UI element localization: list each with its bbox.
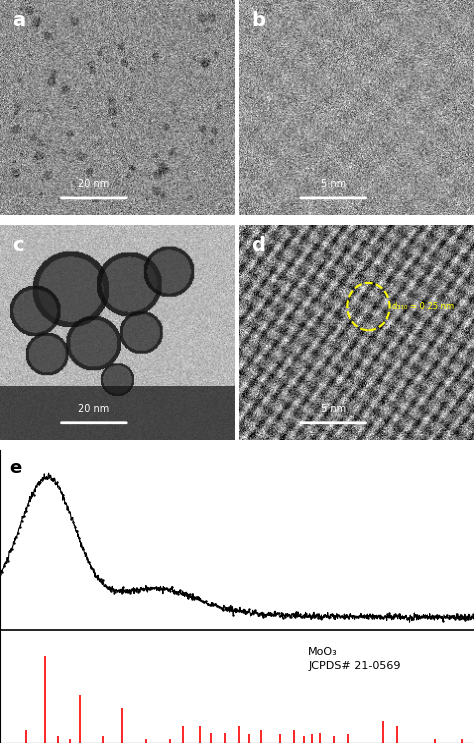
Text: 5 nm: 5 nm <box>320 404 346 414</box>
Text: b: b <box>251 10 265 30</box>
Text: 20 nm: 20 nm <box>78 404 109 414</box>
Text: a: a <box>12 10 25 30</box>
Text: MoO₃
JCPDS# 21-0569: MoO₃ JCPDS# 21-0569 <box>308 647 401 671</box>
Text: d₃₁₀ = 0.25 nm: d₃₁₀ = 0.25 nm <box>392 302 454 311</box>
Text: c: c <box>12 236 23 255</box>
Text: 20 nm: 20 nm <box>78 179 109 189</box>
Text: e: e <box>9 458 22 477</box>
Text: d: d <box>251 236 265 255</box>
Text: 5 nm: 5 nm <box>320 179 346 189</box>
